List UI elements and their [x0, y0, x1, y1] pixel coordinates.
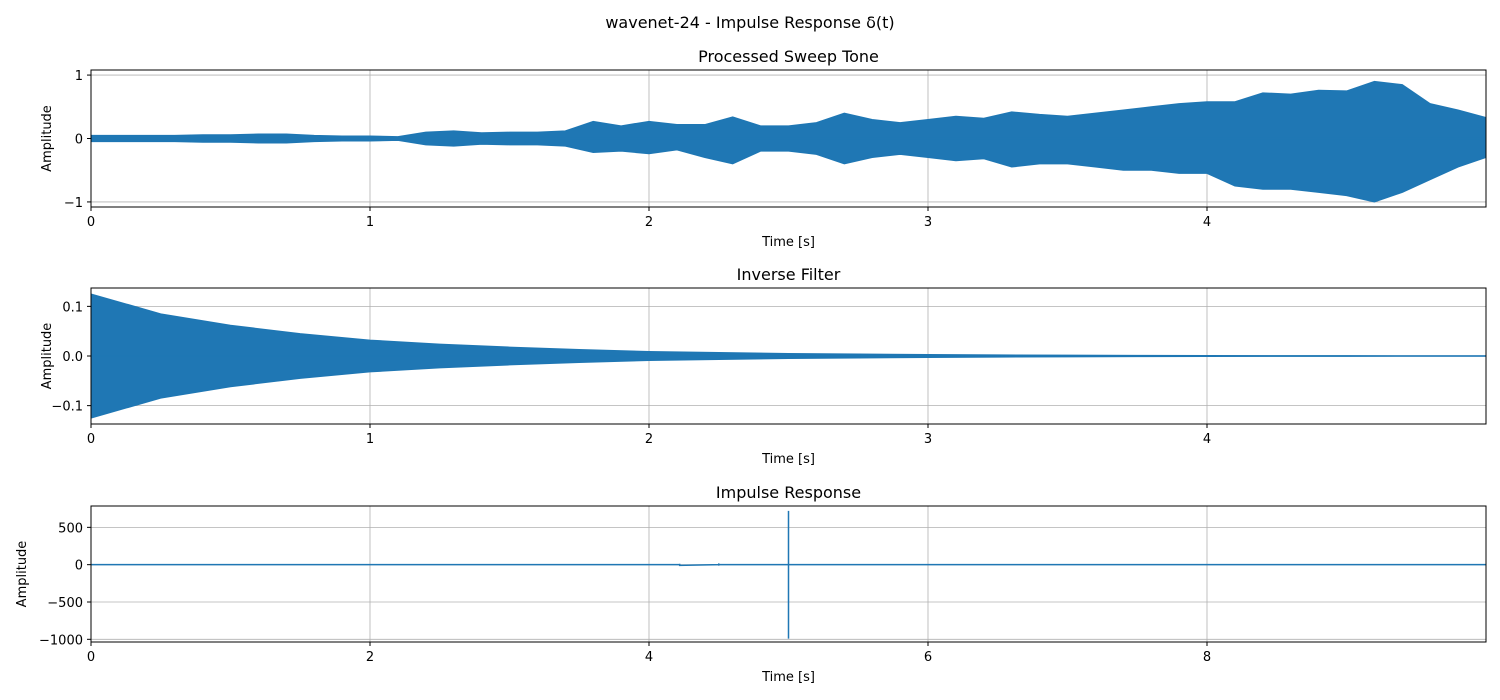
series-group — [91, 510, 1486, 639]
x-tick-label: 3 — [924, 432, 932, 447]
x-tick-label: 6 — [924, 650, 932, 665]
y-tick-label: 0.0 — [62, 350, 83, 365]
subplot-title: Processed Sweep Tone — [698, 47, 879, 66]
x-tick-label: 1 — [366, 432, 374, 447]
y-axis-label: Amplitude — [40, 105, 55, 172]
x-tick-label: 3 — [924, 215, 932, 230]
y-axis-label: Amplitude — [15, 541, 30, 608]
x-tick-label: 2 — [366, 650, 374, 665]
y-tick-label: 0.1 — [62, 300, 83, 315]
x-tick-label: 2 — [645, 215, 653, 230]
x-tick-label: 4 — [1203, 432, 1211, 447]
x-tick-label: 0 — [87, 215, 95, 230]
y-tick-label: 0 — [75, 559, 83, 574]
subplot-2: 0 1 2 3 4 −0.1 0.0 0.1 Inverse Filter Time [s] Amp… — [40, 265, 1487, 467]
x-axis-label: Time [s] — [761, 235, 815, 250]
x-tick-label: 0 — [87, 432, 95, 447]
y-tick-label: −0.1 — [51, 400, 83, 415]
x-tick-label: 1 — [366, 215, 374, 230]
axes-container: 0 1 2 3 4 −1 0 1 Processed Sweep Tone Time [s] Amp… — [15, 47, 1487, 685]
y-tick-label: 0 — [75, 133, 83, 148]
y-tick-label: 1 — [75, 69, 83, 84]
subplot-title: Impulse Response — [716, 483, 861, 502]
y-tick-label: −500 — [47, 596, 83, 611]
y-tick-label: 500 — [58, 521, 83, 536]
x-tick-label: 2 — [645, 432, 653, 447]
figure-title: wavenet-24 - Impulse Response δ(t) — [605, 13, 894, 32]
signal-envelope — [91, 80, 1486, 203]
subplot-3: 0 2 4 6 8 −1000 −500 0 500 Impulse Response Time [… — [15, 483, 1487, 685]
x-axis-label: Time [s] — [761, 452, 815, 467]
subplot-1: 0 1 2 3 4 −1 0 1 Processed Sweep Tone Time [s] Amp… — [40, 47, 1487, 250]
axes-frame — [90, 505, 1487, 643]
x-tick-label: 8 — [1203, 650, 1211, 665]
subplot-title: Inverse Filter — [737, 265, 841, 284]
y-tick-label: −1000 — [39, 633, 83, 648]
x-tick-label: 4 — [1203, 215, 1211, 230]
y-axis-label: Amplitude — [40, 323, 55, 390]
x-tick-label: 0 — [87, 650, 95, 665]
y-tick-label: −1 — [64, 196, 83, 211]
series-group — [91, 293, 1486, 419]
signal-line — [91, 510, 1486, 639]
x-axis-label: Time [s] — [761, 670, 815, 685]
series-group — [91, 80, 1486, 203]
x-tick-label: 4 — [645, 650, 653, 665]
